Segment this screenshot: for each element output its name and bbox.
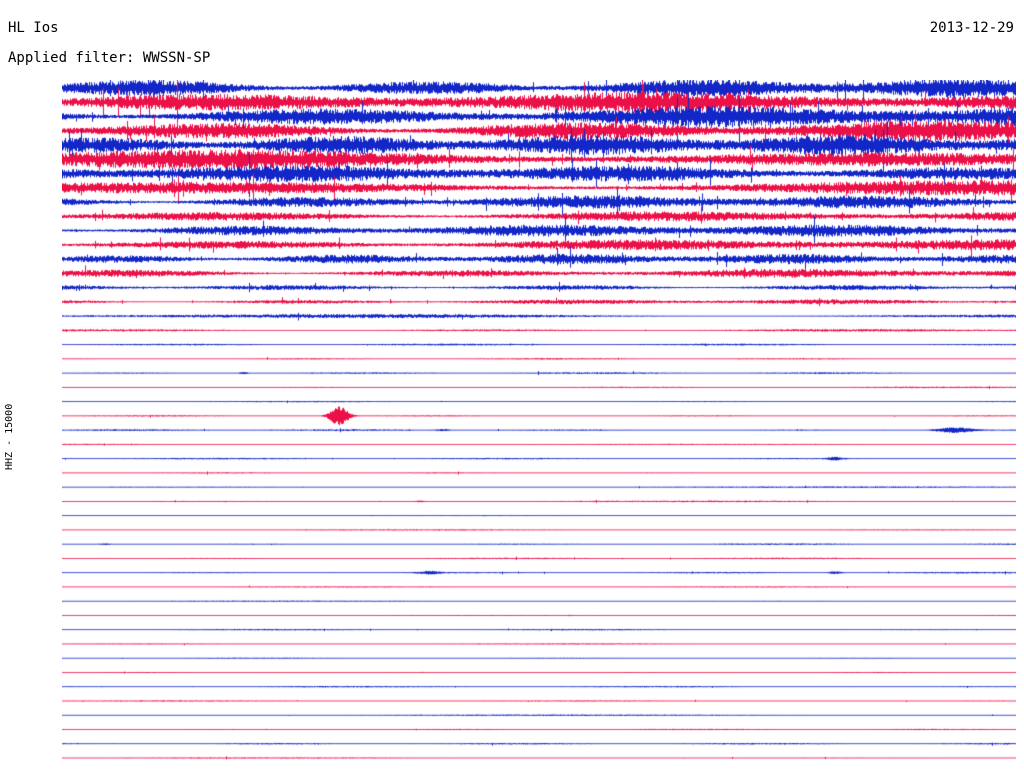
station-title: HL Ios	[8, 20, 59, 36]
time-labels: 00:0000:3001:0001:3002:0002:3003:0003:30…	[0, 0, 60, 780]
seismogram-canvas	[62, 80, 1016, 772]
record-date: 2013-12-29	[929, 20, 1014, 36]
applied-filter-label: Applied filter: WWSSN-SP	[8, 50, 211, 66]
